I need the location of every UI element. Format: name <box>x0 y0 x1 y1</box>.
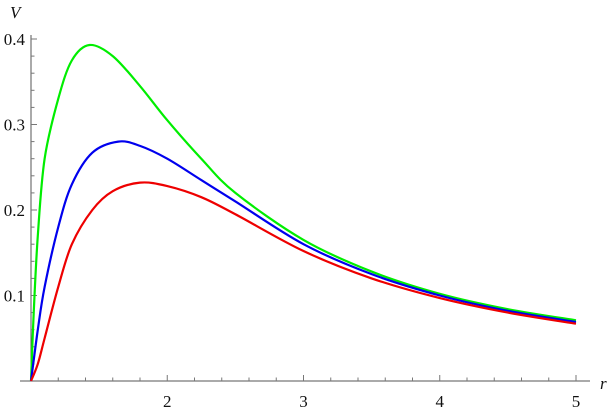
x-tick-label: 5 <box>572 392 581 411</box>
x-tick-label: 2 <box>163 392 172 411</box>
x-tick-label: 3 <box>299 392 308 411</box>
x-axis-label: r <box>600 374 607 393</box>
y-tick-label: 0.4 <box>4 30 26 49</box>
series-line-3 <box>29 181 577 382</box>
y-axis-label: V <box>10 3 23 22</box>
series-line-1 <box>29 43 577 382</box>
y-tick-label: 0.2 <box>4 201 25 220</box>
y-tick-label: 0.1 <box>4 287 25 306</box>
x-tick-label: 4 <box>436 392 445 411</box>
series-line-2 <box>29 140 577 382</box>
y-tick-label: 0.3 <box>4 116 25 135</box>
